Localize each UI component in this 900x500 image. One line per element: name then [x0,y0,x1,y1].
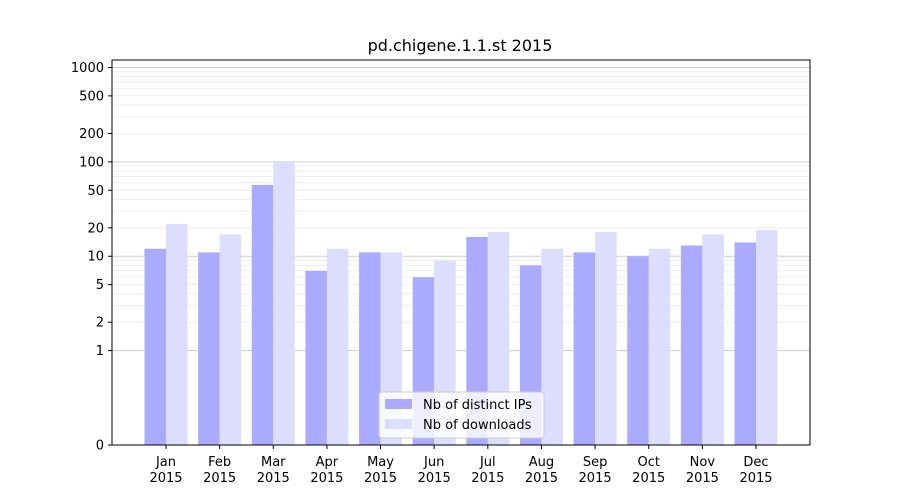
x-axis: Jan 2015 Feb 2015 Mar 2015 Apr 2015 May 2015 Jun 20… [149,445,773,486]
bar [541,248,563,445]
bar [573,252,596,445]
x-tick-label: Apr 2015 [310,455,343,486]
y-tick-label: 1 [96,344,104,359]
x-tick-label: Mar 2015 [257,455,290,486]
bar [595,232,617,445]
bar [680,245,703,445]
legend-swatch [385,419,412,429]
bar [219,234,242,445]
bar [627,256,649,445]
bar [702,234,724,445]
legend-swatch [385,399,412,409]
x-tick-label: Aug 2015 [525,455,558,486]
bar [756,229,778,445]
x-tick-label: Sep 2015 [579,455,612,486]
x-tick-label: Dec 2015 [739,455,772,486]
legend-label: Nb of downloads [423,418,532,433]
bar [648,248,671,445]
y-tick-label: 10 [87,250,104,265]
x-tick-label: Oct 2015 [632,455,665,486]
bar [251,184,274,446]
y-tick-label: 200 [79,127,104,142]
bar [166,223,188,445]
y-tick-label: 5 [96,278,104,293]
bar [734,242,756,445]
y-tick-label: 20 [87,221,104,236]
bar [326,248,349,445]
x-tick-label: Nov 2015 [686,455,719,486]
bar [359,252,381,445]
y-tick-label: 100 [79,155,104,170]
bar [198,252,220,445]
y-tick-label: 2 [96,316,104,331]
x-tick-label: Feb 2015 [203,455,236,486]
legend-box [378,391,545,439]
chart-title: pd.chigene.1.1.st 2015 [368,36,553,55]
y-tick-label: 0 [96,439,104,454]
bar [144,248,166,445]
x-tick-label: Jun 2015 [418,455,451,486]
y-tick-label: 500 [79,89,104,104]
legend-label: Nb of distinct IPs [423,398,532,413]
legend: Nb of distinct IPs Nb of downloads [378,391,545,439]
bar [305,270,327,445]
y-tick-label: 1000 [71,61,104,76]
y-tick-label: 50 [87,184,104,199]
y-axis: 0 1 2 5 10 20 50 100 200 500 1000 [71,61,112,454]
x-tick-label: Jan 2015 [149,455,182,486]
x-tick-label: May 2015 [364,455,397,486]
x-tick-label: Jul 2015 [471,455,504,486]
bar [273,161,295,445]
plot-frame [111,59,811,446]
